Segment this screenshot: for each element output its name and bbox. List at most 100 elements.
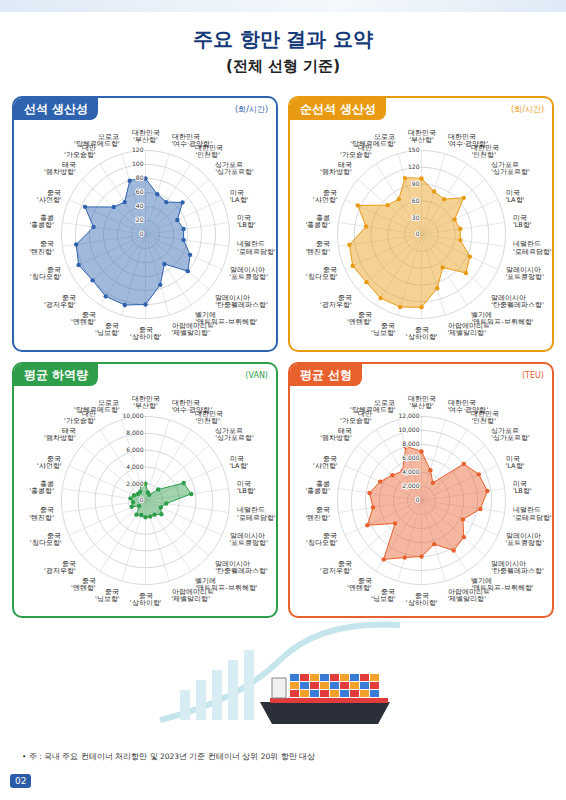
svg-text:대한민국'부산항': 대한민국'부산항' <box>408 395 436 410</box>
svg-text:대한민국'인천항': 대한민국'인천항' <box>195 144 223 159</box>
svg-text:0: 0 <box>140 496 144 503</box>
svg-text:중국'칭다오항': 중국'칭다오항' <box>30 532 62 547</box>
svg-text:중국'톈진항': 중국'톈진항' <box>305 506 330 521</box>
svg-text:중국'광저우항': 중국'광저우항' <box>44 560 76 575</box>
svg-text:중국'샤먼항': 중국'샤먼항' <box>313 455 338 470</box>
svg-text:말레이시아'탄중펠레파스항': 말레이시아'탄중펠레파스항' <box>215 294 268 309</box>
svg-text:중국'옌톈항': 중국'옌톈항' <box>71 577 96 592</box>
svg-text:홍콩'홍콩항': 홍콩'홍콩항' <box>29 214 54 229</box>
svg-text:중국'칭다오항': 중국'칭다오항' <box>30 266 62 281</box>
svg-text:12,000: 12,000 <box>399 412 420 419</box>
svg-text:중국'톈진항': 중국'톈진항' <box>305 240 330 255</box>
svg-text:네덜란드'로테르담항': 네덜란드'로테르담항' <box>513 506 552 521</box>
svg-text:미국'LA항': 미국'LA항' <box>506 189 525 204</box>
svg-text:네덜란드'로테르담항': 네덜란드'로테르담항' <box>237 240 276 255</box>
svg-text:중국'옌톈항': 중국'옌톈항' <box>347 311 372 326</box>
svg-text:아랍에미리트'제벨알리항': 아랍에미리트'제벨알리항' <box>448 322 490 337</box>
svg-text:중국'칭다오항': 중국'칭다오항' <box>306 532 338 547</box>
svg-text:말레이시아'포트클랑항': 말레이시아'포트클랑항' <box>506 532 545 547</box>
svg-text:미국'LA항': 미국'LA항' <box>230 455 249 470</box>
svg-text:6,000: 6,000 <box>126 446 143 453</box>
svg-text:미국'LB항': 미국'LB항' <box>237 480 256 495</box>
svg-text:중국'상하이항': 중국'상하이항' <box>406 326 438 341</box>
svg-text:중국'상하이항': 중국'상하이항' <box>130 326 162 341</box>
svg-text:미국'LA항': 미국'LA항' <box>230 189 249 204</box>
svg-text:중국'옌톈항': 중국'옌톈항' <box>347 577 372 592</box>
svg-text:홍콩'홍콩항': 홍콩'홍콩항' <box>305 214 330 229</box>
svg-text:말레이시아'탄중펠레파스항': 말레이시아'탄중펠레파스항' <box>215 560 268 575</box>
svg-text:0: 0 <box>140 230 144 237</box>
svg-text:싱가포르'싱가포르항': 싱가포르'싱가포르항' <box>215 427 254 442</box>
svg-text:미국'LB항': 미국'LB항' <box>513 214 532 229</box>
svg-text:90: 90 <box>412 180 420 187</box>
svg-text:중국'상하이항': 중국'상하이항' <box>130 592 162 607</box>
svg-text:0: 0 <box>416 230 420 237</box>
svg-text:홍콩'홍콩항': 홍콩'홍콩항' <box>305 480 330 495</box>
svg-text:10,000: 10,000 <box>399 426 420 433</box>
svg-text:중국'닝보항': 중국'닝보항' <box>371 322 396 337</box>
svg-text:중국'상하이항': 중국'상하이항' <box>406 592 438 607</box>
svg-text:대한민국'부산항': 대한민국'부산항' <box>408 129 436 144</box>
svg-text:10,000: 10,000 <box>123 412 144 419</box>
svg-text:중국'광저우항': 중국'광저우항' <box>320 560 352 575</box>
svg-text:말레이시아'포트클랑항': 말레이시아'포트클랑항' <box>230 532 269 547</box>
svg-text:모로코'탕헤르메드항': 모로코'탕헤르메드항' <box>74 399 120 414</box>
svg-text:싱가포르'싱가포르항': 싱가포르'싱가포르항' <box>491 161 530 176</box>
svg-text:태국'램차방항': 태국'램차방항' <box>320 427 352 442</box>
svg-text:싱가포르'싱가포르항': 싱가포르'싱가포르항' <box>491 427 530 442</box>
svg-text:0: 0 <box>416 496 420 503</box>
svg-text:150: 150 <box>408 146 420 153</box>
svg-text:네덜란드'로테르담항': 네덜란드'로테르담항' <box>237 506 276 521</box>
svg-text:미국'LB항': 미국'LB항' <box>237 214 256 229</box>
svg-text:말레이시아'포트클랑항': 말레이시아'포트클랑항' <box>506 266 545 281</box>
svg-text:말레이시아'포트클랑항': 말레이시아'포트클랑항' <box>230 266 269 281</box>
svg-text:100: 100 <box>132 160 144 167</box>
svg-text:아랍에미리트'제벨알리항': 아랍에미리트'제벨알리항' <box>448 588 490 603</box>
svg-text:40: 40 <box>136 202 144 209</box>
svg-text:중국'닝보항': 중국'닝보항' <box>95 322 120 337</box>
svg-text:대한민국'인천항': 대한민국'인천항' <box>471 410 499 425</box>
svg-text:80: 80 <box>136 174 144 181</box>
svg-text:6,000: 6,000 <box>402 454 419 461</box>
svg-text:중국'샤먼항': 중국'샤먼항' <box>37 189 62 204</box>
svg-text:네덜란드'로테르담항': 네덜란드'로테르담항' <box>513 240 552 255</box>
svg-text:모로코'탕헤르메드항': 모로코'탕헤르메드항' <box>350 133 396 148</box>
svg-text:2,000: 2,000 <box>126 480 143 487</box>
svg-text:20: 20 <box>136 216 144 223</box>
svg-text:중국'샤먼항': 중국'샤먼항' <box>313 189 338 204</box>
svg-text:중국'광저우항': 중국'광저우항' <box>320 294 352 309</box>
svg-text:모로코'탕헤르메드항': 모로코'탕헤르메드항' <box>74 133 120 148</box>
svg-text:아랍에미리트'제벨알리항': 아랍에미리트'제벨알리항' <box>172 322 214 337</box>
svg-text:중국'칭다오항': 중국'칭다오항' <box>306 266 338 281</box>
svg-text:미국'LA항': 미국'LA항' <box>506 455 525 470</box>
svg-text:대한민국'부산항': 대한민국'부산항' <box>132 129 160 144</box>
svg-text:중국'닝보항': 중국'닝보항' <box>371 588 396 603</box>
svg-text:중국'샤먼항': 중국'샤먼항' <box>37 455 62 470</box>
svg-text:4,000: 4,000 <box>126 463 143 470</box>
svg-text:8,000: 8,000 <box>126 429 143 436</box>
svg-text:60: 60 <box>412 197 420 204</box>
svg-text:대한민국'인천항': 대한민국'인천항' <box>471 144 499 159</box>
svg-text:8,000: 8,000 <box>402 440 419 447</box>
svg-text:중국'옌톈항': 중국'옌톈항' <box>71 311 96 326</box>
svg-text:태국'램차방항': 태국'램차방항' <box>44 161 76 176</box>
svg-text:대한민국'인천항': 대한민국'인천항' <box>195 410 223 425</box>
svg-text:아랍에미리트'제벨알리항': 아랍에미리트'제벨알리항' <box>172 588 214 603</box>
svg-text:중국'닝보항': 중국'닝보항' <box>95 588 120 603</box>
svg-text:미국'LB항': 미국'LB항' <box>513 480 532 495</box>
svg-text:60: 60 <box>136 188 144 195</box>
svg-text:2,000: 2,000 <box>402 482 419 489</box>
svg-text:싱가포르'싱가포르항': 싱가포르'싱가포르항' <box>215 161 254 176</box>
svg-text:태국'램차방항': 태국'램차방항' <box>44 427 76 442</box>
svg-text:중국'톈진항': 중국'톈진항' <box>29 506 54 521</box>
svg-text:홍콩'홍콩항': 홍콩'홍콩항' <box>29 480 54 495</box>
svg-text:120: 120 <box>408 163 420 170</box>
svg-text:30: 30 <box>412 214 420 221</box>
svg-text:말레이시아'탄중펠레파스항': 말레이시아'탄중펠레파스항' <box>491 294 544 309</box>
svg-text:태국'램차방항': 태국'램차방항' <box>320 161 352 176</box>
svg-text:중국'광저우항': 중국'광저우항' <box>44 294 76 309</box>
svg-text:말레이시아'탄중펠레파스항': 말레이시아'탄중펠레파스항' <box>491 560 544 575</box>
svg-text:대한민국'부산항': 대한민국'부산항' <box>132 395 160 410</box>
svg-text:모로코'탕헤르메드항': 모로코'탕헤르메드항' <box>350 399 396 414</box>
svg-text:중국'톈진항': 중국'톈진항' <box>29 240 54 255</box>
